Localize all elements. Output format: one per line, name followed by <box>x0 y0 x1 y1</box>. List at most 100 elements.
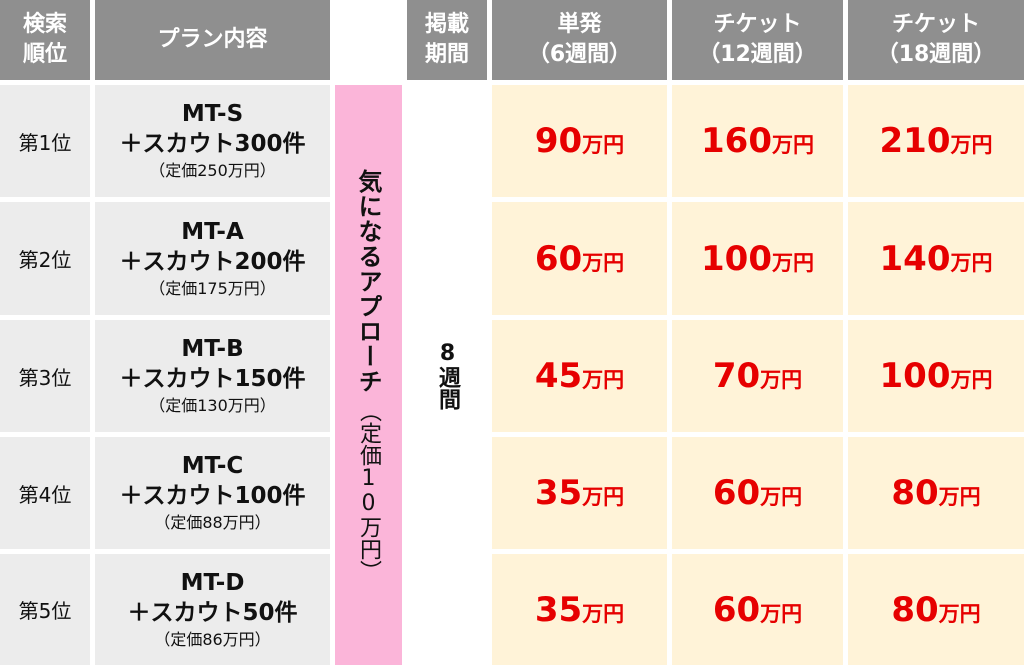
price-unit: 万円 <box>760 485 803 509</box>
rank: 第2位 <box>18 248 72 272</box>
plan-scout: ＋スカウト200件 <box>119 248 306 275</box>
price-unit: 万円 <box>582 133 625 157</box>
price: 35万円 <box>535 473 624 513</box>
price-unit: 万円 <box>582 485 625 509</box>
price-amount: 35 <box>534 589 583 630</box>
plan-name: MT-A <box>181 218 244 245</box>
header-text: 検索 <box>22 12 67 37</box>
price-amount: 80 <box>891 473 939 513</box>
price-cell: 60万円 <box>492 202 667 315</box>
price-amount: 100 <box>701 238 772 279</box>
price-amount: 160 <box>701 121 772 161</box>
price: 60万円 <box>713 473 802 513</box>
price-cell: 140万円 <box>848 202 1024 315</box>
price-unit: 万円 <box>950 250 993 275</box>
price-cell: 160万円 <box>672 85 843 197</box>
price-cell: 80万円 <box>848 437 1024 549</box>
price: 210万円 <box>880 121 993 161</box>
approach-cell: 気になるアプローチ （定価10万円） <box>335 85 402 665</box>
list-price: （定価130万円） <box>149 396 276 415</box>
plan-name: MT-C <box>181 453 244 479</box>
plan-cell: MT-B ＋スカウト150件 （定価130万円） <box>95 320 330 432</box>
price-amount: 100 <box>879 356 951 396</box>
list-price: （定価175万円） <box>149 278 276 298</box>
price-unit: 万円 <box>771 133 814 157</box>
price-cell: 35万円 <box>492 437 667 549</box>
plan-scout: ＋スカウト50件 <box>127 599 298 626</box>
header-text: 掲載 <box>424 12 469 37</box>
price-unit: 万円 <box>950 368 993 392</box>
header-text: チケット <box>891 12 980 37</box>
header-text: 単発 <box>557 12 602 37</box>
list-price: （定価250万円） <box>149 161 276 180</box>
price-unit: 万円 <box>938 601 981 626</box>
price: 100万円 <box>701 239 814 279</box>
price-cell: 35万円 <box>492 554 667 665</box>
price: 160万円 <box>701 121 814 161</box>
price: 35万円 <box>535 590 624 630</box>
price: 70万円 <box>713 356 802 396</box>
price-amount: 140 <box>879 238 951 279</box>
price-amount: 60 <box>534 238 583 279</box>
plan-cell: MT-S ＋スカウト300件 （定価250万円） <box>95 85 330 197</box>
price: 100万円 <box>880 356 993 396</box>
price-amount: 45 <box>534 356 583 396</box>
plan-name: MT-S <box>181 101 244 127</box>
rank: 第5位 <box>18 599 72 623</box>
header-text: （12週間） <box>698 42 817 67</box>
price-cell: 80万円 <box>848 554 1024 665</box>
approach: 気になるアプローチ （定価10万円） <box>351 169 386 582</box>
plan-cell: MT-C ＋スカウト100件 （定価88万円） <box>95 437 330 549</box>
price-cell: 100万円 <box>672 202 843 315</box>
header-cell: 掲載 期間 <box>407 0 487 80</box>
rank: 第3位 <box>18 365 72 390</box>
plan-cell: MT-A ＋スカウト200件 （定価175万円） <box>95 202 330 315</box>
price-unit: 万円 <box>938 485 981 509</box>
price-cell: 70万円 <box>672 320 843 432</box>
price-unit: 万円 <box>760 601 803 626</box>
rank-cell: 第3位 <box>0 320 90 432</box>
price: 60万円 <box>713 590 802 630</box>
rank: 第4位 <box>18 482 72 507</box>
rank: 第1位 <box>18 130 72 155</box>
plan-scout: ＋スカウト100件 <box>119 483 306 509</box>
price-amount: 210 <box>879 121 951 161</box>
header-text: （6週間） <box>527 42 632 67</box>
rank-cell: 第5位 <box>0 554 90 665</box>
header-cell: プラン内容 <box>95 0 330 80</box>
rank-cell: 第4位 <box>0 437 90 549</box>
price-amount: 70 <box>712 356 761 396</box>
price-amount: 60 <box>712 589 761 630</box>
price-unit: 万円 <box>771 250 814 275</box>
price-amount: 90 <box>534 121 583 161</box>
header-cell: チケット （12週間） <box>672 0 843 80</box>
header-text: 順位 <box>22 42 67 67</box>
list-price: （定価86万円） <box>154 629 271 649</box>
header-cell: 検索 順位 <box>0 0 90 80</box>
price-unit: 万円 <box>950 133 993 157</box>
price-cell: 210万円 <box>848 85 1024 197</box>
header-text: プラン内容 <box>157 27 268 52</box>
price-amount: 60 <box>712 473 761 513</box>
price: 140万円 <box>880 239 993 279</box>
price: 60万円 <box>535 239 624 279</box>
header-cell: チケット （18週間） <box>848 0 1024 80</box>
plan-name: MT-D <box>180 569 245 596</box>
price: 80万円 <box>891 590 980 630</box>
price-cell: 90万円 <box>492 85 667 197</box>
list-price: （定価88万円） <box>154 513 271 532</box>
header-text: 期間 <box>424 42 469 67</box>
plan-scout: ＋スカウト300件 <box>119 131 306 157</box>
price: 80万円 <box>891 473 980 513</box>
header-text: （18週間） <box>876 42 996 67</box>
price-amount: 35 <box>534 473 583 513</box>
price-cell: 60万円 <box>672 554 843 665</box>
price-cell: 100万円 <box>848 320 1024 432</box>
approach-name: 気になるアプローチ <box>354 168 382 394</box>
plan-name: MT-B <box>181 336 244 362</box>
plan-cell: MT-D ＋スカウト50件 （定価86万円） <box>95 554 330 665</box>
header-cell: 単発 （6週間） <box>492 0 667 80</box>
price: 90万円 <box>535 121 624 161</box>
plan-scout: ＋スカウト150件 <box>119 366 306 392</box>
